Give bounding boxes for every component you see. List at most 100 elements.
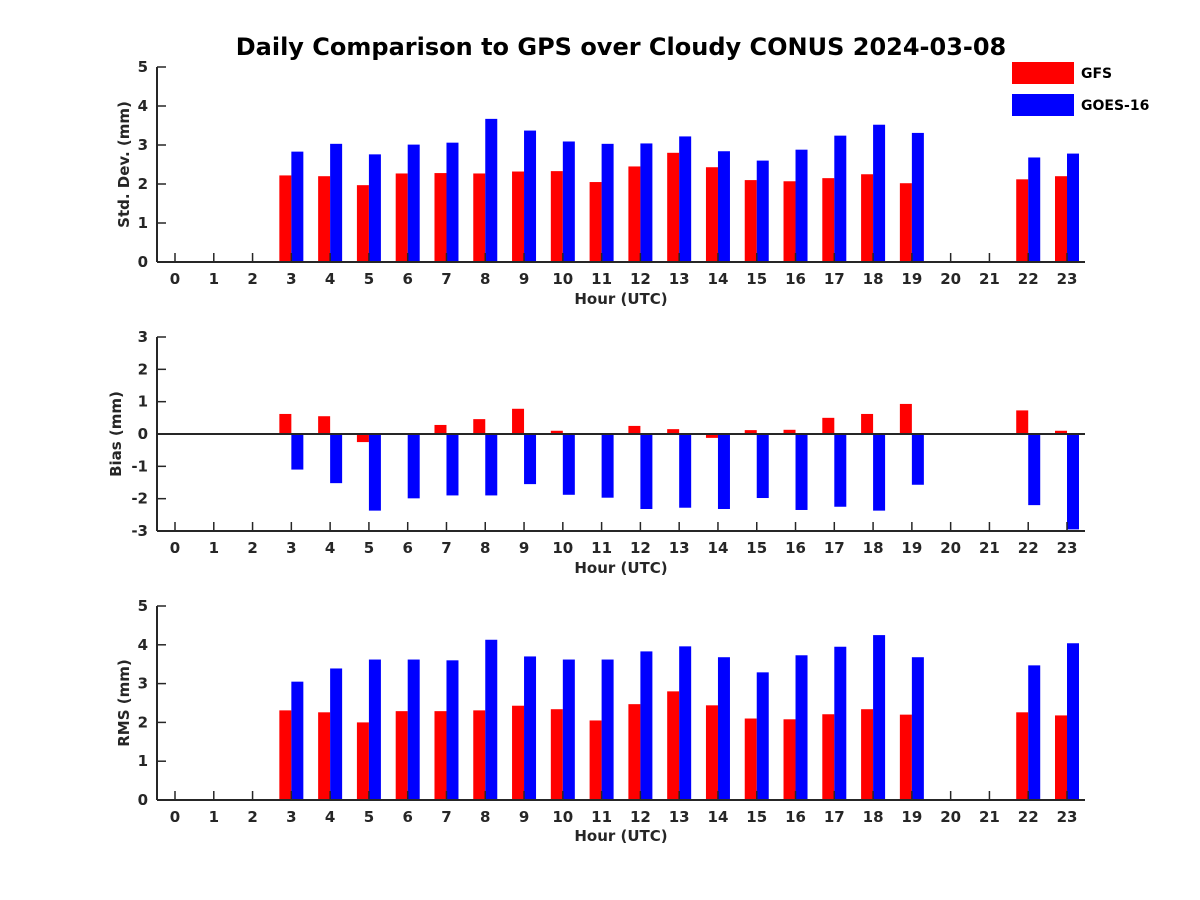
bar-bias-gfs-4 — [318, 416, 331, 434]
x-tick-label-rms: 1 — [209, 808, 219, 826]
bar-std-goes16-9 — [524, 130, 537, 262]
bar-bias-gfs-3 — [279, 413, 292, 434]
bar-rms-goes16-11 — [601, 659, 614, 800]
bar-rms-gfs-8 — [473, 710, 486, 800]
y-tick-label-bias: 2 — [138, 360, 148, 378]
x-tick-label-bias: 10 — [552, 539, 573, 557]
x-tick-label-rms: 5 — [364, 808, 374, 826]
x-tick-label-rms: 11 — [591, 808, 612, 826]
x-tick-label-rms: 10 — [552, 808, 573, 826]
x-tick-label-std: 18 — [863, 270, 884, 288]
x-tick-label-bias: 19 — [901, 539, 922, 557]
bar-std-gfs-9 — [512, 171, 525, 262]
y-tick-label-rms: 2 — [138, 713, 148, 731]
bar-bias-gfs-22 — [1016, 410, 1029, 434]
bar-std-goes16-14 — [717, 151, 730, 262]
bar-std-gfs-18 — [861, 174, 874, 262]
bar-rms-goes16-18 — [873, 635, 886, 800]
x-tick-label-std: 1 — [209, 270, 219, 288]
bar-std-gfs-23 — [1055, 176, 1067, 262]
y-axis-label-bias: Bias (mm) — [107, 391, 125, 477]
bar-rms-gfs-9 — [512, 705, 525, 800]
bar-bias-gfs-15 — [744, 430, 757, 434]
bar-rms-goes16-12 — [640, 651, 653, 800]
bar-std-goes16-4 — [330, 143, 343, 262]
bar-bias-goes16-23 — [1067, 434, 1079, 530]
x-tick-label-std: 23 — [1057, 270, 1078, 288]
bar-std-goes16-16 — [795, 149, 808, 262]
x-tick-label-std: 8 — [480, 270, 490, 288]
bar-std-goes16-5 — [368, 154, 381, 262]
y-tick-label-std: 4 — [138, 97, 148, 115]
x-tick-label-bias: 2 — [247, 539, 257, 557]
y-tick-label-std: 1 — [138, 214, 148, 232]
x-tick-label-rms: 9 — [519, 808, 529, 826]
x-tick-label-rms: 17 — [824, 808, 845, 826]
y-tick-label-rms: 0 — [138, 791, 148, 809]
bar-rms-gfs-10 — [550, 709, 563, 800]
bar-std-goes16-12 — [640, 143, 653, 262]
x-tick-label-std: 20 — [940, 270, 961, 288]
bar-std-gfs-3 — [279, 175, 292, 262]
x-tick-label-std: 3 — [286, 270, 296, 288]
x-tick-label-std: 13 — [669, 270, 690, 288]
bar-std-goes16-22 — [1028, 157, 1041, 262]
bar-std-goes16-11 — [601, 143, 614, 262]
x-axis-label-rms: Hour (UTC) — [574, 827, 667, 845]
bar-bias-goes16-9 — [524, 434, 537, 485]
bar-bias-gfs-8 — [473, 419, 486, 434]
bar-bias-gfs-14 — [705, 434, 718, 438]
y-tick-label-rms: 3 — [138, 675, 148, 693]
x-tick-label-rms: 4 — [325, 808, 335, 826]
x-tick-label-bias: 22 — [1018, 539, 1039, 557]
x-tick-label-bias: 9 — [519, 539, 529, 557]
x-tick-label-std: 7 — [441, 270, 451, 288]
bar-bias-goes16-4 — [330, 434, 343, 484]
x-tick-label-bias: 7 — [441, 539, 451, 557]
bar-rms-gfs-16 — [783, 719, 796, 800]
x-tick-label-std: 10 — [552, 270, 573, 288]
x-tick-label-rms: 13 — [669, 808, 690, 826]
x-tick-label-rms: 19 — [901, 808, 922, 826]
y-tick-label-std: 0 — [138, 253, 148, 271]
x-tick-label-std: 14 — [708, 270, 729, 288]
legend-swatch-goes16 — [1012, 94, 1074, 116]
bar-bias-gfs-18 — [861, 413, 874, 434]
bar-std-goes16-19 — [911, 132, 924, 262]
x-tick-label-rms: 22 — [1018, 808, 1039, 826]
bar-rms-gfs-13 — [667, 691, 680, 800]
x-axis-label-std: Hour (UTC) — [574, 290, 667, 308]
x-tick-label-rms: 12 — [630, 808, 651, 826]
bar-rms-gfs-18 — [861, 709, 874, 800]
bar-bias-goes16-5 — [368, 434, 381, 511]
y-tick-label-rms: 1 — [138, 752, 148, 770]
y-tick-label-std: 2 — [138, 175, 148, 193]
y-tick-label-rms: 4 — [138, 636, 148, 654]
x-tick-label-bias: 11 — [591, 539, 612, 557]
bar-std-gfs-11 — [589, 182, 602, 262]
x-tick-label-rms: 15 — [746, 808, 767, 826]
bar-std-goes16-13 — [679, 136, 692, 262]
x-tick-label-std: 19 — [901, 270, 922, 288]
bar-std-goes16-7 — [446, 142, 459, 262]
y-axis-label-std: Std. Dev. (mm) — [115, 101, 133, 228]
bar-rms-goes16-23 — [1067, 643, 1079, 800]
y-tick-label-bias: 0 — [138, 425, 148, 443]
x-tick-label-std: 22 — [1018, 270, 1039, 288]
x-tick-label-bias: 4 — [325, 539, 335, 557]
chart-title: Daily Comparison to GPS over Cloudy CONU… — [236, 33, 1007, 61]
bar-bias-goes16-6 — [407, 434, 420, 499]
bar-bias-goes16-13 — [679, 434, 692, 508]
bar-bias-goes16-19 — [911, 434, 924, 485]
x-tick-label-rms: 2 — [247, 808, 257, 826]
bar-rms-gfs-4 — [318, 712, 331, 800]
x-tick-label-rms: 6 — [402, 808, 412, 826]
x-tick-label-rms: 16 — [785, 808, 806, 826]
y-tick-label-rms: 5 — [138, 597, 148, 615]
x-tick-label-bias: 5 — [364, 539, 374, 557]
bar-rms-goes16-10 — [562, 659, 575, 800]
x-tick-label-std: 5 — [364, 270, 374, 288]
legend-swatch-gfs — [1012, 62, 1074, 84]
